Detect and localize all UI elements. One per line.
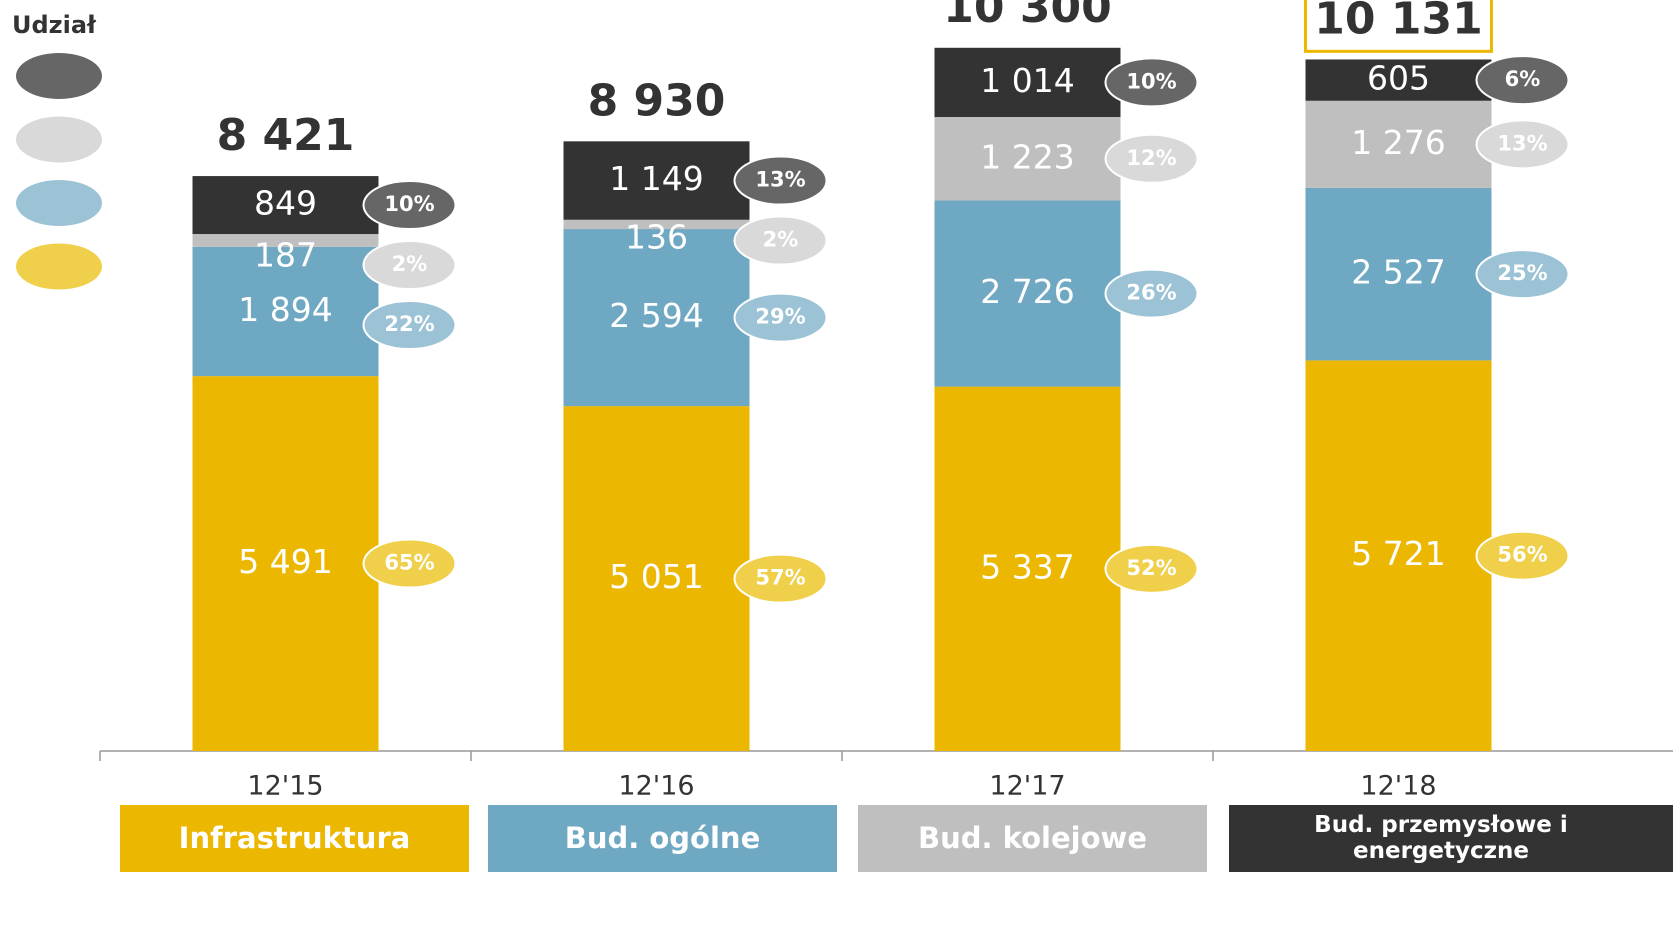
value-label: 1 014 — [980, 61, 1074, 100]
bar-segment — [1305, 59, 1492, 101]
total-label: 10 131 — [1314, 0, 1482, 44]
bar-segment — [1305, 360, 1492, 751]
bar-segment — [934, 386, 1121, 751]
share-bubble — [1104, 57, 1199, 108]
share-label: 12% — [1126, 146, 1176, 170]
legend-swatch — [16, 116, 102, 163]
share-label: 10% — [1126, 69, 1176, 93]
share-bubble — [1475, 530, 1570, 581]
value-label: 849 — [254, 184, 317, 223]
bar-segment — [192, 246, 379, 377]
share-bubble — [1104, 133, 1199, 184]
value-label: 1 223 — [980, 137, 1074, 176]
legend-swatch — [16, 243, 102, 290]
x-tick-label: 12'16 — [618, 771, 694, 802]
share-label: 13% — [755, 168, 805, 192]
share-bubble — [1104, 543, 1199, 594]
legend-item: Bud. przemysłowe i energetyczne — [1229, 805, 1673, 872]
share-label: 57% — [755, 566, 805, 590]
share-bubble — [1475, 119, 1570, 170]
share-label: 6% — [1505, 67, 1541, 91]
bar-segment — [192, 176, 379, 235]
share-label: 2% — [763, 228, 799, 252]
share-bubble — [733, 292, 828, 343]
share-bubble — [1475, 55, 1570, 106]
share-label: 26% — [1126, 281, 1176, 305]
legend-swatch — [16, 53, 102, 99]
value-label: 136 — [625, 218, 688, 257]
total-highlight — [1304, 0, 1493, 53]
bar-segment — [934, 117, 1121, 201]
share-bubble — [733, 155, 828, 206]
share-label: 13% — [1497, 131, 1547, 155]
value-label: 5 721 — [1351, 534, 1445, 573]
total-label: 10 300 — [943, 0, 1111, 33]
share-label: 25% — [1497, 261, 1547, 285]
share-bubble — [1475, 249, 1570, 300]
share-bubble — [733, 215, 828, 266]
bar-segment — [563, 406, 750, 751]
bar-segment — [934, 200, 1121, 387]
value-label: 1 894 — [238, 290, 332, 329]
value-label: 2 726 — [980, 272, 1074, 311]
bar-segment — [563, 229, 750, 407]
legend-item: Bud. kolejowe — [858, 805, 1207, 872]
share-label: 10% — [384, 192, 434, 216]
bar-segment — [1305, 100, 1492, 188]
share-bubble — [362, 300, 457, 351]
value-label: 5 337 — [980, 547, 1074, 586]
bar-segment — [192, 376, 379, 751]
legend-title: Udział — [12, 11, 97, 39]
share-bubble — [362, 538, 457, 589]
value-label: 2 594 — [609, 296, 703, 335]
total-label: 8 930 — [588, 75, 726, 126]
value-label: 605 — [1367, 59, 1430, 98]
value-label: 5 491 — [238, 542, 332, 581]
share-label: 29% — [755, 305, 805, 329]
value-label: 5 051 — [609, 557, 703, 596]
share-label: 52% — [1126, 556, 1176, 580]
legend-label: Infrastruktura — [120, 805, 469, 872]
legend-label: Bud. kolejowe — [858, 805, 1207, 872]
value-label: 2 527 — [1351, 253, 1445, 292]
share-bubble — [362, 180, 457, 231]
share-label: 56% — [1497, 543, 1547, 567]
bar-segment — [563, 141, 750, 220]
legend-label: Bud. przemysłowe i energetyczne — [1229, 805, 1673, 872]
value-label: 1 276 — [1351, 123, 1445, 162]
x-tick-label: 12'17 — [989, 771, 1065, 802]
legend-item: Bud. ogólne — [488, 805, 837, 872]
share-label: 65% — [384, 551, 434, 575]
share-bubble — [362, 240, 457, 291]
x-tick-label: 12'18 — [1360, 771, 1436, 802]
value-label: 1 149 — [609, 159, 703, 198]
bar-segment — [192, 234, 379, 247]
total-label: 8 421 — [217, 110, 355, 161]
value-label: 187 — [254, 235, 317, 274]
share-label: 2% — [392, 252, 428, 276]
legend-label: Bud. ogólne — [488, 805, 837, 872]
legend-swatch — [16, 180, 102, 226]
share-label: 22% — [384, 312, 434, 336]
bar-segment — [1305, 187, 1492, 361]
x-tick-label: 12'15 — [247, 771, 323, 802]
share-bubble — [1104, 268, 1199, 319]
bar-segment — [563, 219, 750, 230]
legend-item: Infrastruktura — [120, 805, 469, 872]
bar-segment — [934, 47, 1121, 118]
share-bubble — [733, 553, 828, 604]
